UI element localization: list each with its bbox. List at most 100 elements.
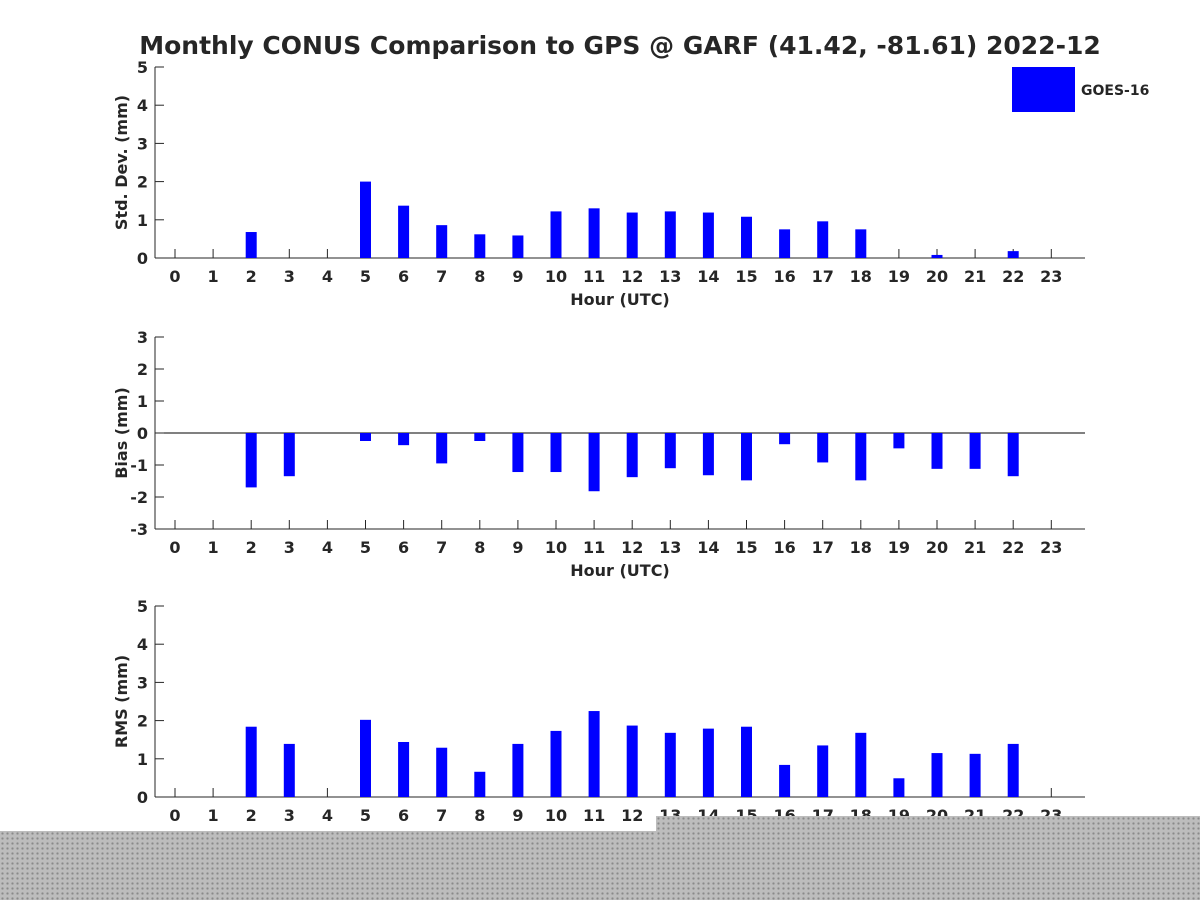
x-tick-label: 10 (545, 806, 567, 825)
x-tick-label: 11 (583, 538, 605, 557)
bar-std-dev-hour-13 (664, 211, 676, 258)
bar-std-dev-hour-5 (360, 181, 371, 258)
bar-std-dev-hour-20 (931, 254, 943, 258)
x-tick-label: 9 (512, 538, 523, 557)
y-tick-label: 0 (137, 788, 148, 807)
x-tick-label: 5 (360, 806, 371, 825)
x-tick-label: 18 (850, 538, 872, 557)
x-tick-label: 15 (735, 538, 757, 557)
rms-plot: 0123450123456789101112131415161718192021… (112, 597, 1085, 848)
bar-bias-hour-14 (702, 433, 714, 476)
bar-rms-hour-20 (931, 753, 943, 797)
x-tick-label: 5 (360, 267, 371, 286)
bar-bias-hour-9 (512, 433, 524, 473)
bar-bias-hour-20 (931, 433, 943, 469)
x-tick-label: 20 (926, 538, 948, 557)
bar-std-dev-hour-8 (474, 234, 486, 258)
bar-rms-hour-18 (855, 732, 867, 797)
bar-bias-hour-7 (436, 433, 448, 464)
x-tick-label: 12 (621, 806, 643, 825)
x-tick-label: 11 (583, 267, 605, 286)
bar-std-dev-hour-9 (512, 235, 524, 258)
y-axis-label: Std. Dev. (mm) (112, 95, 131, 230)
bar-bias-hour-2 (245, 433, 257, 488)
x-tick-label: 17 (812, 267, 834, 286)
bar-bias-hour-6 (398, 433, 410, 446)
bar-rms-hour-10 (550, 730, 562, 797)
legend-label: GOES-16 (1081, 83, 1149, 99)
x-tick-label: 6 (398, 267, 409, 286)
x-tick-label: 18 (850, 267, 872, 286)
bar-std-dev-hour-7 (436, 225, 448, 258)
x-tick-label: 8 (474, 267, 485, 286)
x-tick-label: 2 (246, 538, 257, 557)
bar-bias-hour-13 (664, 433, 676, 469)
x-tick-label: 9 (512, 267, 523, 286)
x-tick-label: 1 (208, 806, 219, 825)
x-tick-label: 19 (888, 267, 910, 286)
bar-bias-hour-21 (969, 433, 981, 469)
bar-std-dev-hour-17 (817, 221, 829, 258)
y-tick-label: -3 (130, 520, 148, 539)
y-tick-label: 4 (137, 635, 148, 654)
bar-rms-hour-22 (1007, 743, 1019, 797)
x-tick-label: 8 (474, 806, 485, 825)
x-tick-label: 6 (398, 538, 409, 557)
bar-rms-hour-21 (969, 753, 981, 797)
bar-bias-hour-19 (893, 433, 905, 449)
x-tick-label: 1 (208, 267, 219, 286)
x-tick-label: 23 (1040, 538, 1062, 557)
x-tick-label: 15 (735, 267, 757, 286)
x-tick-label: 3 (284, 267, 295, 286)
x-tick-label: 0 (169, 538, 180, 557)
x-tick-label: 14 (697, 267, 719, 286)
x-tick-label: 11 (583, 806, 605, 825)
bar-std-dev-hour-22 (1007, 251, 1019, 258)
x-tick-label: 6 (398, 806, 409, 825)
y-tick-label: 5 (137, 597, 148, 616)
x-tick-label: 16 (773, 538, 795, 557)
x-tick-label: 7 (436, 267, 447, 286)
x-tick-label: 8 (474, 538, 485, 557)
y-tick-label: 5 (137, 58, 148, 77)
screenshot-occluder-right (656, 816, 1200, 900)
bar-std-dev-hour-18 (855, 229, 867, 258)
x-tick-label: 22 (1002, 538, 1024, 557)
x-tick-label: 3 (284, 538, 295, 557)
screenshot-occluder-left (0, 831, 656, 900)
x-tick-label: 5 (360, 538, 371, 557)
y-tick-label: 0 (137, 424, 148, 443)
y-tick-label: 1 (137, 750, 148, 769)
bar-bias-hour-10 (550, 433, 562, 473)
x-tick-label: 0 (169, 806, 180, 825)
x-tick-label: 0 (169, 267, 180, 286)
x-tick-label: 9 (512, 806, 523, 825)
y-tick-label: 2 (137, 173, 148, 192)
x-tick-label: 20 (926, 267, 948, 286)
x-tick-label: 16 (773, 267, 795, 286)
y-tick-label: 2 (137, 712, 148, 731)
bar-rms-hour-17 (817, 745, 829, 797)
x-tick-label: 2 (246, 806, 257, 825)
bar-rms-hour-6 (398, 741, 410, 797)
bar-bias-hour-18 (855, 433, 867, 481)
bar-rms-hour-5 (360, 719, 371, 797)
bar-std-dev-hour-15 (741, 216, 752, 258)
y-tick-label: 3 (137, 328, 148, 347)
x-tick-label: 19 (888, 538, 910, 557)
bar-rms-hour-7 (436, 747, 448, 797)
bar-bias-hour-12 (626, 433, 638, 478)
x-tick-label: 12 (621, 538, 643, 557)
bar-bias-hour-11 (588, 433, 600, 492)
x-tick-label: 1 (208, 538, 219, 557)
legend: GOES-16 (1012, 67, 1149, 112)
y-tick-label: -2 (130, 488, 148, 507)
bar-rms-hour-19 (893, 778, 905, 797)
bar-rms-hour-13 (664, 732, 676, 797)
x-tick-label: 4 (322, 538, 333, 557)
x-tick-label: 3 (284, 806, 295, 825)
bar-std-dev-hour-10 (550, 211, 562, 258)
y-tick-label: 3 (137, 673, 148, 692)
x-axis-label: Hour (UTC) (570, 290, 670, 309)
